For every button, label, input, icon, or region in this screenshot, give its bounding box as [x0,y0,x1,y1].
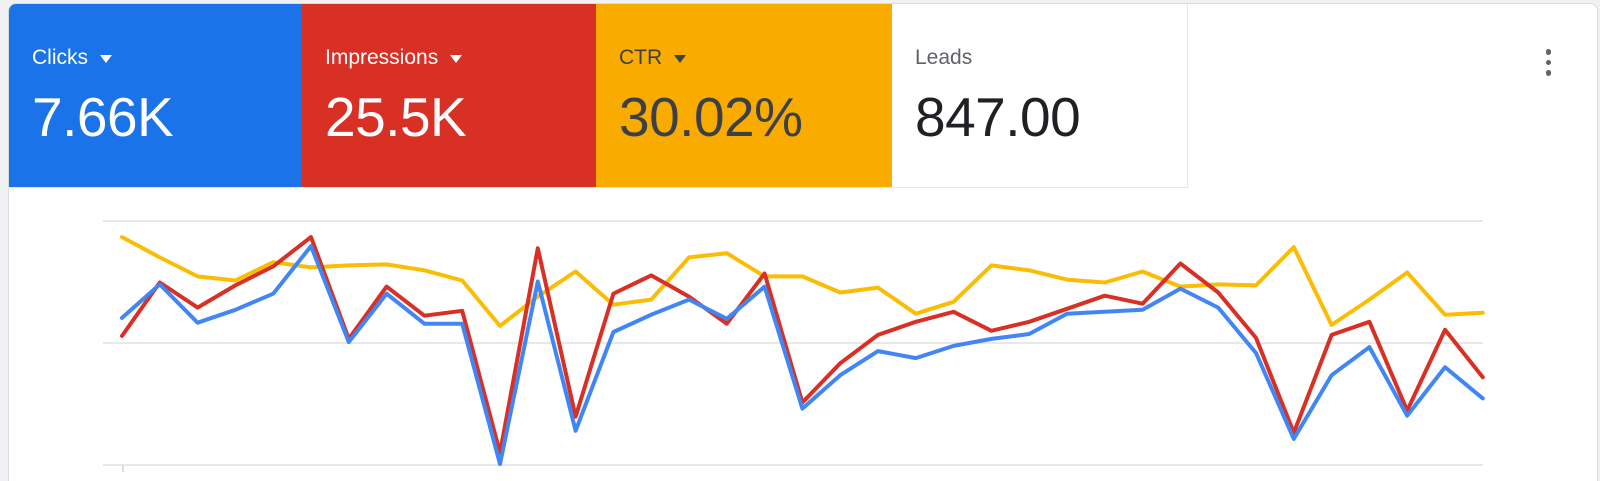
scorecard-ctr[interactable]: CTR 30.02% [596,4,892,187]
scorecard-strip: Clicks 7.66K Impressions 25.5K CTR 30.02… [9,4,1188,188]
scorecard-leads-value: 847.00 [915,86,1081,148]
scorecard-ctr-value: 30.02% [619,86,803,148]
scorecard-clicks[interactable]: Clicks 7.66K [9,4,302,187]
scorecard-impressions[interactable]: Impressions 25.5K [302,4,596,187]
scorecard-leads-label: Leads [915,46,973,69]
scorecard-ctr-header: CTR [619,46,892,69]
scorecard-clicks-header: Clicks [32,46,302,69]
time-series-card: Clicks 7.66K Impressions 25.5K CTR 30.02… [8,3,1598,481]
scorecard-impressions-value: 25.5K [325,86,467,148]
scorecard-impressions-label: Impressions [325,46,439,69]
kebab-dot-icon [1545,59,1551,65]
dropdown-caret-icon[interactable] [100,55,112,63]
scorecard-impressions-header: Impressions [325,46,596,69]
scorecard-clicks-label: Clicks [32,46,88,69]
overflow-menu-button[interactable] [1542,45,1556,80]
scorecard-clicks-value: 7.66K [32,86,174,148]
scorecard-leads[interactable]: Leads 847.00 [892,4,1188,187]
dropdown-caret-icon[interactable] [450,55,463,63]
dropdown-caret-icon[interactable] [674,55,687,63]
scorecard-ctr-label: CTR [619,46,663,69]
scorecard-leads-header: Leads [915,46,1187,69]
kebab-dot-icon [1545,70,1551,76]
kebab-dot-icon [1545,49,1551,55]
